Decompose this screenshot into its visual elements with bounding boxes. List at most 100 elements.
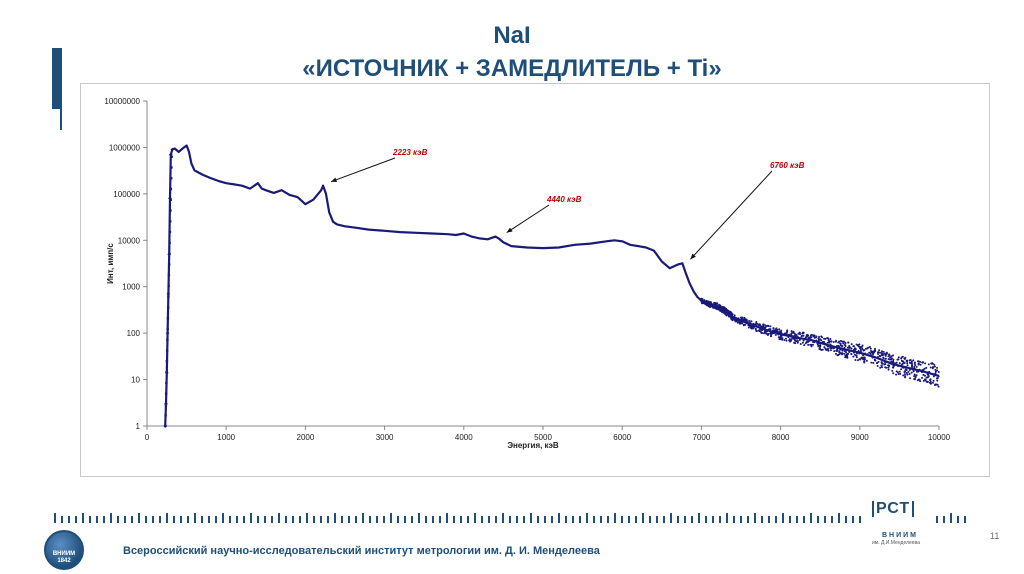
annotation-arrow [506, 204, 550, 234]
data-point [869, 354, 872, 357]
data-point [737, 317, 740, 320]
x-tick-label: 4000 [455, 433, 473, 442]
footer-tick [313, 516, 315, 523]
data-point [858, 351, 861, 354]
data-point [882, 356, 885, 359]
footer-tick [719, 516, 721, 523]
footer-tick [334, 513, 336, 523]
data-point [871, 353, 874, 356]
data-point [880, 361, 883, 364]
data-point [779, 338, 782, 341]
footer-tick [229, 516, 231, 523]
data-point [787, 336, 790, 339]
data-point [895, 361, 898, 364]
data-point [885, 366, 888, 369]
data-point [841, 349, 844, 352]
data-point [810, 345, 813, 348]
footer-tick [432, 516, 434, 523]
data-point [890, 357, 893, 360]
data-point [884, 354, 887, 357]
data-point [166, 327, 169, 331]
data-point [790, 330, 793, 333]
footer-tick [425, 516, 427, 523]
data-point [834, 352, 837, 355]
data-point [890, 360, 893, 363]
annotation-label: 6760 кэВ [770, 161, 805, 170]
y-tick-label: 100 [127, 329, 141, 338]
data-point [780, 332, 783, 335]
data-point [884, 357, 887, 360]
data-point [766, 330, 769, 333]
x-tick-label: 1000 [217, 433, 235, 442]
data-point [793, 334, 796, 337]
footer-tick [404, 516, 406, 523]
slide-title-line1: NaI [493, 22, 531, 49]
data-point [908, 359, 911, 362]
data-point [830, 340, 833, 343]
data-point [772, 327, 775, 330]
data-point [164, 403, 168, 406]
data-point [790, 334, 793, 337]
data-point [904, 356, 907, 359]
data-point [862, 349, 865, 352]
data-point [788, 338, 791, 341]
logo-left-text: ВНИИМ [52, 551, 76, 557]
data-point [922, 379, 925, 382]
footer-tick [957, 516, 959, 523]
footer-tick [152, 516, 154, 523]
accent-line [60, 48, 62, 130]
chart-frame [80, 83, 990, 477]
data-point [913, 367, 916, 370]
footer-tick [572, 516, 574, 523]
data-point [167, 284, 170, 288]
data-point [899, 364, 902, 367]
data-point [935, 374, 938, 377]
data-point [871, 356, 874, 359]
footer-tick [775, 516, 777, 523]
data-point [793, 341, 796, 344]
data-point [936, 379, 939, 382]
footer-tick [936, 516, 938, 523]
data-point [844, 354, 847, 357]
slide-title-line2: «ИСТОЧНИК + ЗАМЕДЛИТЕЛЬ + Ti» [302, 55, 722, 82]
data-point [796, 340, 799, 343]
footer-tick [110, 513, 112, 523]
data-point [861, 352, 864, 355]
data-point [854, 348, 857, 351]
data-point [925, 376, 928, 379]
footer-tick [579, 516, 581, 523]
data-point [819, 348, 822, 351]
data-point [863, 356, 866, 359]
data-point [919, 380, 922, 383]
data-point [907, 370, 910, 373]
data-point [784, 337, 787, 340]
data-point [711, 304, 714, 307]
footer-tick [54, 513, 56, 523]
data-point [936, 383, 939, 386]
data-point [800, 335, 803, 338]
footer-tick [859, 516, 861, 523]
data-point [714, 307, 717, 310]
data-point [888, 364, 891, 367]
data-point [872, 361, 875, 364]
data-point [165, 381, 168, 385]
footer-tick [754, 513, 756, 523]
data-point [719, 310, 722, 313]
data-point [783, 334, 786, 337]
footer-tick [698, 513, 700, 523]
data-point [780, 329, 783, 332]
footer-tick [831, 516, 833, 523]
data-point [166, 292, 171, 296]
footer-tick [761, 516, 763, 523]
footer-tick [551, 516, 553, 523]
data-point [743, 320, 746, 323]
data-point [917, 378, 920, 381]
data-point [917, 370, 920, 373]
data-point [908, 361, 911, 364]
footer-tick [838, 513, 840, 523]
data-point [931, 381, 934, 384]
annotation-arrowhead [331, 177, 338, 182]
footer-tick [341, 516, 343, 523]
data-point [900, 363, 903, 366]
data-point [936, 366, 939, 369]
